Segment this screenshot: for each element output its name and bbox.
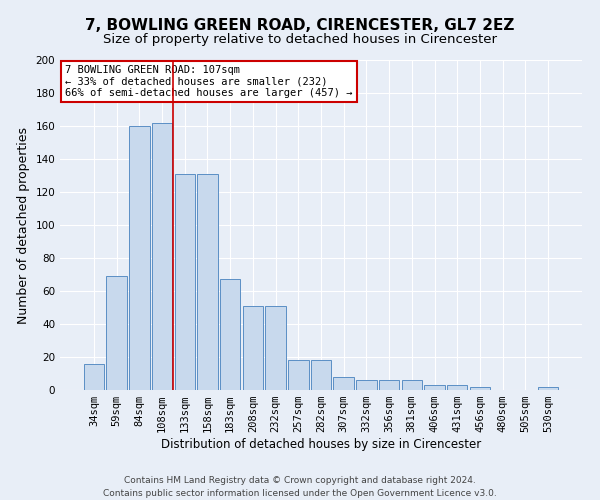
Bar [311, 360, 331, 390]
Bar [288, 360, 308, 390]
Bar [242, 306, 263, 390]
Bar [447, 385, 467, 390]
Bar [106, 276, 127, 390]
Text: 7, BOWLING GREEN ROAD, CIRENCESTER, GL7 2EZ: 7, BOWLING GREEN ROAD, CIRENCESTER, GL7 … [85, 18, 515, 32]
Bar [220, 280, 241, 390]
Text: 7 BOWLING GREEN ROAD: 107sqm
← 33% of detached houses are smaller (232)
66% of s: 7 BOWLING GREEN ROAD: 107sqm ← 33% of de… [65, 65, 353, 98]
Bar [197, 174, 218, 390]
Bar [152, 122, 172, 390]
X-axis label: Distribution of detached houses by size in Cirencester: Distribution of detached houses by size … [161, 438, 481, 451]
Text: Size of property relative to detached houses in Cirencester: Size of property relative to detached ho… [103, 32, 497, 46]
Bar [265, 306, 286, 390]
Bar [379, 380, 400, 390]
Bar [334, 377, 354, 390]
Bar [129, 126, 149, 390]
Bar [470, 386, 490, 390]
Bar [356, 380, 377, 390]
Bar [84, 364, 104, 390]
Y-axis label: Number of detached properties: Number of detached properties [17, 126, 30, 324]
Text: Contains HM Land Registry data © Crown copyright and database right 2024.
Contai: Contains HM Land Registry data © Crown c… [103, 476, 497, 498]
Bar [401, 380, 422, 390]
Bar [424, 385, 445, 390]
Bar [175, 174, 195, 390]
Bar [538, 386, 558, 390]
